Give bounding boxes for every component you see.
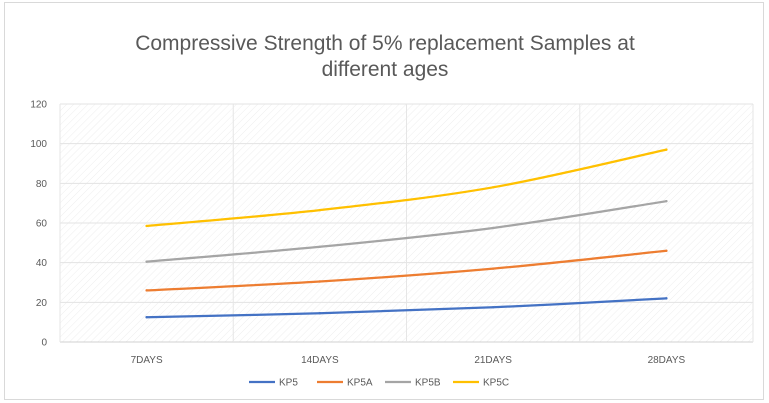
chart-title-line-2: different ages	[321, 58, 449, 81]
data-point-kp5	[665, 297, 668, 300]
legend-item-kp5a: KP5A	[317, 378, 373, 389]
y-tick-label: 40	[36, 258, 48, 269]
x-tick-label: 7DAYS	[131, 355, 163, 366]
data-point-kp5b	[491, 226, 495, 230]
data-point-kp5c	[318, 208, 322, 212]
y-tick-label: 20	[36, 298, 48, 309]
y-tick-label: 60	[36, 219, 48, 230]
series-line-kp5a	[145, 249, 668, 292]
data-point-kp5c	[491, 186, 495, 189]
legend-item-kp5c: KP5C	[453, 378, 509, 389]
y-tick-label: 120	[30, 100, 47, 111]
y-tick-label: 0	[41, 338, 47, 349]
chart-plot: 0 20 40 60 80 100 120 7DAYS 14DAYS 21DAYS 28DAYS KP…	[30, 100, 754, 389]
data-point-kp5b	[318, 245, 322, 248]
legend-label-kp5c: KP5C	[483, 378, 509, 389]
x-tick-label: 21DAYS	[474, 355, 512, 366]
y-tick-label: 80	[36, 179, 48, 190]
data-point-kp5a	[491, 267, 495, 270]
data-point-kp5a	[318, 280, 322, 283]
data-point-kp5	[145, 316, 148, 319]
chart-title-line-1: Compressive Strength of 5% replacement S…	[135, 32, 635, 55]
legend-label-kp5: KP5	[279, 378, 298, 389]
y-tick-label: 100	[30, 139, 47, 150]
data-point-kp5a	[665, 249, 668, 252]
data-point-kp5b	[145, 260, 148, 263]
data-point-kp5	[318, 312, 322, 315]
data-point-kp5c	[665, 148, 668, 151]
x-tick-label: 28DAYS	[648, 355, 686, 366]
data-point-kp5b	[665, 199, 668, 203]
legend-item-kp5b: KP5B	[385, 378, 441, 389]
series-line-kp5	[145, 297, 668, 319]
data-point-kp5	[491, 306, 495, 309]
data-point-kp5a	[145, 289, 148, 292]
series-line-kp5b	[145, 200, 668, 263]
x-tick-label: 14DAYS	[301, 355, 339, 366]
legend-item-kp5: KP5	[249, 378, 298, 389]
legend-label-kp5b: KP5B	[415, 378, 441, 389]
data-point-kp5c	[145, 224, 148, 228]
legend-label-kp5a: KP5A	[347, 378, 373, 389]
series-line-kp5c	[145, 148, 668, 228]
chart-title: Compressive Strength of 5% replacement S…	[5, 31, 765, 83]
chart-frame: Compressive Strength of 5% replacement S…	[4, 2, 764, 400]
